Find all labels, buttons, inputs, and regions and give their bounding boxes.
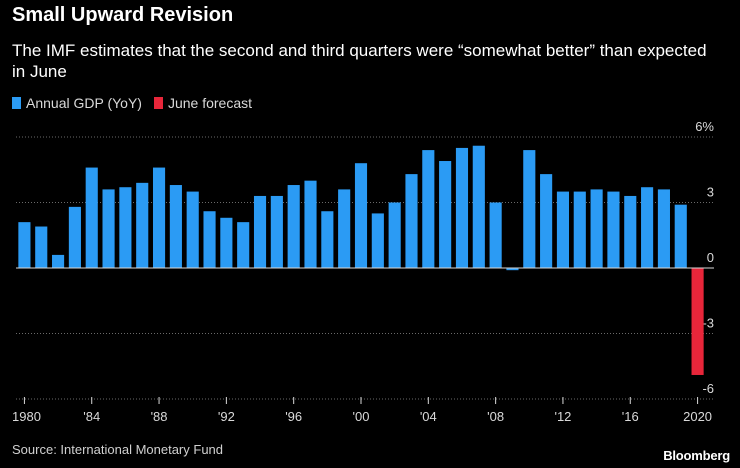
x-tick-label: '08 <box>487 409 504 424</box>
gdp-bar-2001 <box>371 213 384 268</box>
x-tick-label: '88 <box>151 409 168 424</box>
gdp-bar-1990 <box>186 191 199 268</box>
gdp-bar-1993 <box>237 222 250 268</box>
x-tick-label: '96 <box>285 409 302 424</box>
x-tick-label: '84 <box>83 409 100 424</box>
gdp-bar-1994 <box>253 195 267 268</box>
gdp-bar-2018 <box>657 189 670 268</box>
x-tick-label: '00 <box>353 409 370 424</box>
gdp-bar-2017 <box>641 187 654 268</box>
gdp-bar-1988 <box>152 167 166 268</box>
gdp-bar-1989 <box>169 185 182 268</box>
gdp-bar-1991 <box>203 211 216 268</box>
x-tick-label: 1980 <box>12 409 41 424</box>
gdp-bar-2011 <box>540 174 553 268</box>
forecast-bar-2020 <box>691 268 704 375</box>
gdp-bar-1992 <box>220 217 233 268</box>
gdp-bar-2016 <box>624 195 637 268</box>
gdp-bar-2012 <box>556 191 570 268</box>
gdp-bar-1985 <box>102 189 115 268</box>
bloomberg-logo: Bloomberg <box>663 448 730 463</box>
gdp-bar-2008 <box>489 202 502 268</box>
gdp-bar-2006 <box>455 147 469 268</box>
x-tick-label: '16 <box>622 409 639 424</box>
gdp-bar-2015 <box>607 191 620 268</box>
source-note: Source: International Monetary Fund <box>12 442 224 457</box>
gdp-bar-2019 <box>674 204 687 268</box>
gdp-bar-2000 <box>354 163 368 268</box>
gdp-bar-2007 <box>472 145 485 268</box>
y-tick-label: -3 <box>702 316 714 331</box>
gdp-bar-1997 <box>304 180 317 268</box>
gdp-bar-2002 <box>388 202 401 268</box>
y-tick-label: 0 <box>707 250 714 265</box>
legend-label-annual-gdp: Annual GDP (YoY) <box>26 95 142 111</box>
gdp-bar-2004 <box>422 150 435 268</box>
legend-item-annual-gdp: Annual GDP (YoY) <box>12 95 142 111</box>
legend-swatch-annual-gdp <box>12 97 21 109</box>
y-tick-label: 6% <box>695 119 714 134</box>
gdp-bar-2013 <box>573 191 586 268</box>
gdp-bar-1981 <box>35 226 48 268</box>
legend: Annual GDP (YoY) June forecast <box>12 95 264 111</box>
gdp-bar-1982 <box>52 254 65 268</box>
x-tick-label: '04 <box>420 409 437 424</box>
x-tick-label: '12 <box>554 409 571 424</box>
x-tick-label: '92 <box>218 409 235 424</box>
gdp-bar-2010 <box>523 150 536 268</box>
gdp-bar-1984 <box>85 167 98 268</box>
gdp-bar-1980 <box>18 222 31 268</box>
gdp-bar-1987 <box>136 182 149 268</box>
gdp-bar-1995 <box>270 195 283 268</box>
x-tick-label: 2020 <box>683 409 712 424</box>
gdp-bar-1983 <box>68 206 81 268</box>
legend-swatch-june-forecast <box>153 97 163 109</box>
legend-label-june-forecast: June forecast <box>167 95 253 111</box>
gdp-bar-2005 <box>439 161 452 268</box>
y-tick-label: -6 <box>702 381 714 396</box>
gdp-bar-1996 <box>287 185 300 268</box>
y-tick-label: 3 <box>707 185 714 200</box>
chart-subtitle: The IMF estimates that the second and th… <box>12 41 707 81</box>
chart-title: Small Upward Revision <box>12 4 234 26</box>
gdp-bar-1998 <box>321 211 334 268</box>
gdp-bar-2003 <box>405 174 418 268</box>
gdp-bar-1986 <box>119 187 132 268</box>
gdp-bar-2009 <box>506 268 519 271</box>
gdp-bar-2014 <box>590 189 603 268</box>
gdp-bar-1999 <box>338 189 351 268</box>
legend-item-june-forecast: June forecast <box>153 95 253 111</box>
